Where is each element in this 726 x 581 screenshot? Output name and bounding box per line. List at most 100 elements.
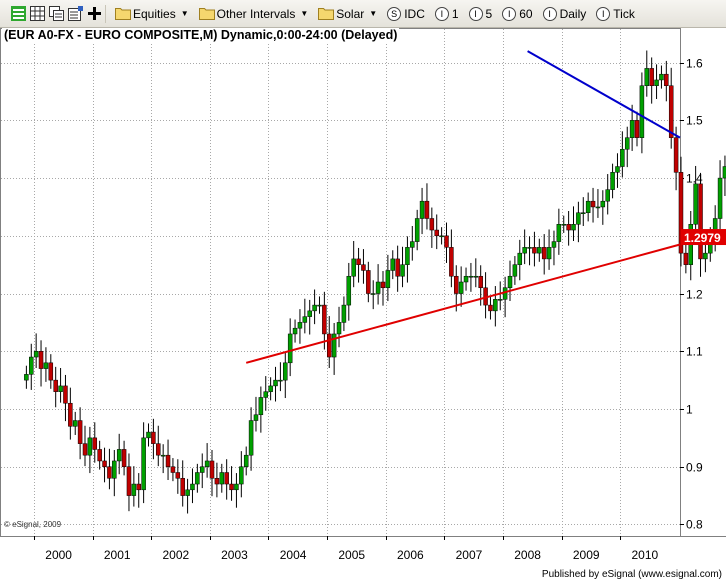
idc-circle-icon: S — [387, 6, 402, 21]
candle-down — [53, 379, 58, 392]
candle-up — [581, 212, 586, 214]
candle-down — [121, 449, 127, 467]
candle-up — [629, 120, 635, 138]
candle-up — [410, 241, 415, 248]
interval-button-daily[interactable]: I Daily — [540, 4, 590, 24]
price-chart[interactable]: 0.80.911.11.21.31.41.51.6200020012002200… — [0, 28, 726, 581]
candle-up — [297, 322, 303, 329]
y-tick-label: 1 — [686, 403, 693, 417]
candle-down — [444, 235, 449, 248]
candle-up — [512, 264, 518, 277]
interval-circle-icon: I — [468, 6, 483, 21]
candle-up — [195, 472, 200, 485]
candle-up — [390, 258, 396, 271]
candle-down — [668, 85, 674, 138]
y-tick-label: 1.5 — [686, 114, 703, 128]
chevron-down-icon: ▼ — [180, 9, 189, 18]
candle-up — [341, 304, 347, 323]
candle-up — [292, 327, 298, 335]
candle-up — [336, 322, 342, 335]
equities-label: Equities — [133, 6, 176, 21]
candle-up — [551, 241, 557, 248]
candle-up — [58, 385, 63, 392]
candle-up — [33, 351, 39, 358]
green-chart-icon[interactable] — [8, 6, 26, 21]
y-tick-label: 0.8 — [686, 518, 703, 532]
chevron-down-icon: ▼ — [369, 9, 378, 18]
candle-down — [454, 275, 459, 294]
candle-up — [278, 379, 283, 382]
candle-up — [243, 454, 249, 467]
candle-down — [698, 183, 703, 260]
interval-button-5[interactable]: I 5 — [466, 4, 496, 24]
interval-button-1[interactable]: I 1 — [432, 4, 462, 24]
copy-icon[interactable] — [46, 6, 64, 21]
candle-down — [102, 460, 107, 467]
candle-down — [214, 478, 220, 485]
candle-down — [151, 431, 156, 444]
candle-up — [204, 460, 210, 467]
x-tick-label: 2010 — [631, 548, 658, 562]
candle-down — [180, 478, 185, 496]
solar-dropdown[interactable]: Solar ▼ — [315, 4, 380, 24]
interval-button-tick[interactable]: I Tick — [593, 4, 638, 24]
candle-up — [546, 247, 552, 260]
candle-down — [395, 258, 400, 277]
candle-down — [678, 172, 684, 254]
candle-up — [537, 247, 542, 254]
candle-up — [258, 397, 264, 416]
candle-up — [610, 172, 615, 190]
grid-icon[interactable] — [27, 6, 45, 21]
x-tick-label: 2004 — [280, 548, 307, 562]
idc-label: IDC — [404, 6, 425, 21]
candle-down — [664, 73, 669, 86]
candle-up — [497, 299, 503, 301]
candle-up — [522, 247, 527, 254]
interval-circle-icon: I — [502, 6, 517, 21]
candle-up — [400, 264, 405, 277]
folder-icon — [115, 6, 131, 21]
x-tick-label: 2006 — [397, 548, 424, 562]
idc-button[interactable]: S IDC — [384, 4, 428, 24]
candle-up — [405, 247, 410, 265]
candle-down — [488, 304, 493, 312]
interval-circle-icon: I — [596, 6, 611, 21]
candle-up — [116, 449, 122, 462]
candle-up — [527, 247, 532, 249]
candle-up — [644, 68, 650, 86]
candle-up — [72, 420, 78, 427]
interval-label: 60 — [519, 6, 533, 21]
candle-up — [639, 85, 645, 138]
interval-button-60[interactable]: I 60 — [499, 4, 535, 24]
candle-up — [595, 206, 601, 209]
y-tick-label: 1.2 — [686, 288, 703, 302]
chart-area[interactable]: 0.80.911.11.21.31.41.51.6200020012002200… — [0, 28, 726, 581]
candle-down — [634, 120, 640, 138]
candle-down — [649, 68, 654, 86]
candle-up — [659, 73, 664, 81]
copyright-text: © eSignal, 2009 — [4, 520, 62, 529]
folder-icon — [318, 6, 335, 21]
candle-down — [532, 247, 537, 254]
interval-label: Tick — [613, 6, 635, 21]
candle-down — [366, 270, 371, 294]
other-intervals-dropdown[interactable]: Other Intervals ▼ — [196, 4, 312, 24]
candle-up — [273, 379, 278, 387]
candle-up — [146, 431, 151, 439]
candle-down — [63, 385, 68, 404]
equities-dropdown[interactable]: Equities ▼ — [112, 4, 192, 24]
candle-up — [507, 275, 513, 289]
crosshair-icon[interactable] — [84, 6, 101, 21]
candle-up — [439, 235, 444, 238]
plot-border — [0, 28, 681, 537]
toolbar: Equities ▼ Other Intervals ▼ Solar ▼ S I… — [0, 0, 726, 28]
candle-down — [429, 218, 435, 231]
candle-up — [112, 460, 117, 479]
interval-circle-icon: I — [542, 6, 557, 21]
candle-up — [458, 281, 464, 294]
candle-down — [322, 304, 327, 335]
properties-icon[interactable] — [65, 6, 83, 21]
candle-up — [385, 270, 391, 289]
candle-down — [673, 137, 679, 173]
candle-up — [703, 252, 708, 260]
